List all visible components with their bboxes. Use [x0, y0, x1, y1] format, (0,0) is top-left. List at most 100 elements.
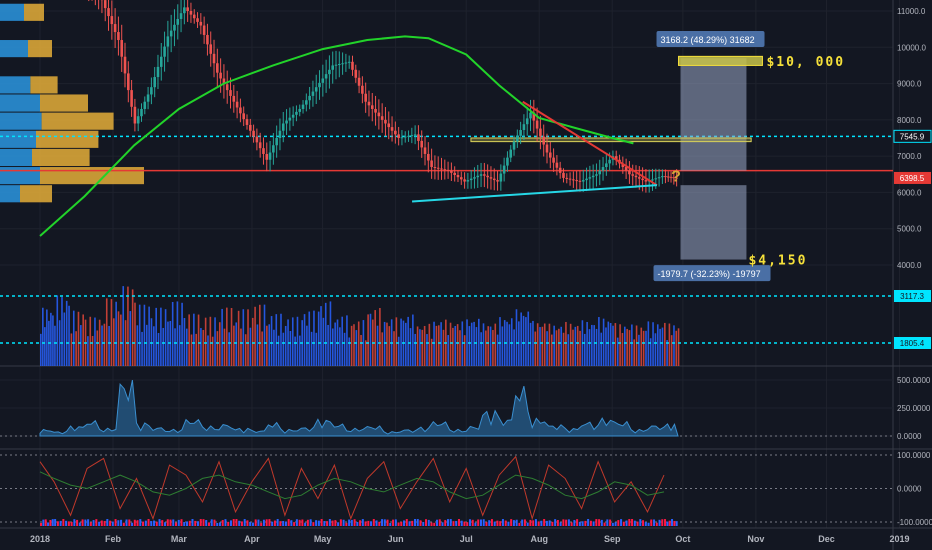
volume-bar	[221, 308, 223, 366]
volume-bar	[612, 325, 614, 366]
candle-body	[565, 177, 569, 179]
volume-bar	[324, 302, 327, 366]
candle-body	[331, 65, 335, 70]
candle-body	[130, 90, 133, 107]
candle-body	[176, 18, 180, 25]
candle-body	[581, 180, 585, 182]
volume-bar	[541, 326, 544, 366]
candle-body	[380, 116, 384, 120]
candle-body	[107, 8, 110, 17]
stochastic-histogram-bar	[433, 522, 436, 526]
candle-body	[456, 175, 460, 178]
volume-bar	[598, 317, 600, 366]
oscillator-tick-label: 0.0000	[897, 432, 922, 441]
volume-bar	[421, 329, 424, 366]
stochastic-histogram-bar	[306, 519, 309, 526]
volume-bar	[633, 339, 636, 366]
volume-bar	[360, 335, 362, 366]
stochastic-histogram-bar	[493, 521, 496, 526]
candle-body	[324, 74, 328, 79]
volume-bar	[513, 329, 515, 366]
stochastic-histogram-bar	[587, 519, 590, 526]
volume-bar	[621, 332, 624, 366]
volume-bar	[96, 330, 99, 366]
candle-body	[209, 44, 213, 54]
time-tick-label: Oct	[675, 534, 690, 544]
stochastic-histogram-bar	[210, 519, 213, 526]
candle-body	[578, 180, 582, 182]
volume-bar	[75, 331, 77, 366]
stochastic-histogram-bar	[109, 520, 112, 526]
stochastic-histogram-bar	[301, 519, 304, 526]
volume-bar	[508, 324, 511, 366]
volume-bar	[332, 328, 334, 366]
stochastic-histogram-bar	[468, 519, 471, 526]
stochastic-histogram-bar	[540, 520, 543, 526]
stochastic-pane: 100.0000 0.0000 -100.0000	[0, 451, 932, 527]
candle-body	[347, 61, 351, 63]
candle-body	[341, 63, 344, 65]
candle-body	[305, 100, 308, 105]
stochastic-histogram-bar	[673, 521, 676, 526]
stochastic-histogram-bar	[180, 519, 183, 526]
volume-profile-buy	[0, 3, 24, 21]
candle-body	[225, 84, 229, 91]
volume-profile-buy	[0, 130, 36, 148]
candle-body	[285, 120, 288, 124]
volume-bar	[614, 323, 617, 366]
short-projection-label: -1979.7 (-32.23%) -19797	[658, 269, 761, 279]
time-tick-label: Mar	[171, 534, 188, 544]
volume-bar	[659, 328, 661, 366]
volume-bar	[334, 322, 336, 366]
volume-bar	[635, 325, 638, 366]
downside-target-text: $4,150	[748, 254, 807, 269]
stochastic-histogram-bar	[647, 522, 650, 526]
price-tick-label: 10000.0	[897, 43, 926, 52]
volume-bar	[487, 326, 490, 366]
stochastic-histogram-bar	[408, 521, 411, 526]
stochastic-histogram-bar	[282, 520, 285, 526]
stochastic-histogram-bar	[44, 519, 47, 526]
volume-bar	[247, 309, 249, 366]
volume-bar	[640, 327, 643, 366]
stochastic-histogram-bar	[422, 521, 425, 526]
volume-bar	[353, 324, 355, 366]
candle-body	[430, 160, 433, 168]
volume-bar	[482, 323, 485, 366]
volume-profile-buy	[0, 40, 28, 58]
stochastic-histogram-bar	[183, 522, 186, 526]
stochastic-histogram-bar	[633, 520, 636, 526]
stochastic-histogram-bar	[142, 521, 145, 526]
volume-bar	[197, 314, 200, 366]
stochastic-histogram-bar	[213, 519, 216, 526]
price-tick-label: 5000.0	[897, 225, 922, 234]
volume-bar	[207, 335, 209, 366]
stochastic-histogram-bar	[405, 519, 408, 526]
time-axis: 2018 Feb Mar Apr May Jun Jul Aug Sep Oct Nov Dec 201…	[30, 534, 910, 544]
volume-bar	[141, 331, 143, 366]
candle-body	[443, 169, 447, 171]
oscillator-tick-label: 250.0000	[897, 404, 931, 413]
candle-body	[150, 87, 153, 95]
candle-body	[400, 137, 404, 139]
volume-bar	[412, 314, 414, 366]
volume-bar	[475, 327, 478, 366]
candle-body	[427, 153, 430, 161]
volume-bar	[534, 331, 537, 366]
stochastic-histogram-bar	[276, 519, 279, 526]
stochastic-histogram-bar	[98, 521, 101, 526]
candle-body	[281, 123, 285, 131]
volume-bar	[115, 301, 117, 366]
volume-bar	[576, 325, 579, 366]
volume-bar	[355, 330, 358, 366]
volume-bar	[562, 332, 565, 366]
volume-bar	[303, 314, 306, 366]
volume-bar	[426, 334, 428, 366]
stochastic-histogram-bar	[59, 520, 62, 526]
candle-body	[242, 113, 245, 120]
candle-body	[492, 178, 496, 181]
candle-body	[258, 142, 262, 149]
stochastic-histogram-bar	[227, 521, 230, 526]
price-tick-label: 4000.0	[897, 261, 922, 270]
